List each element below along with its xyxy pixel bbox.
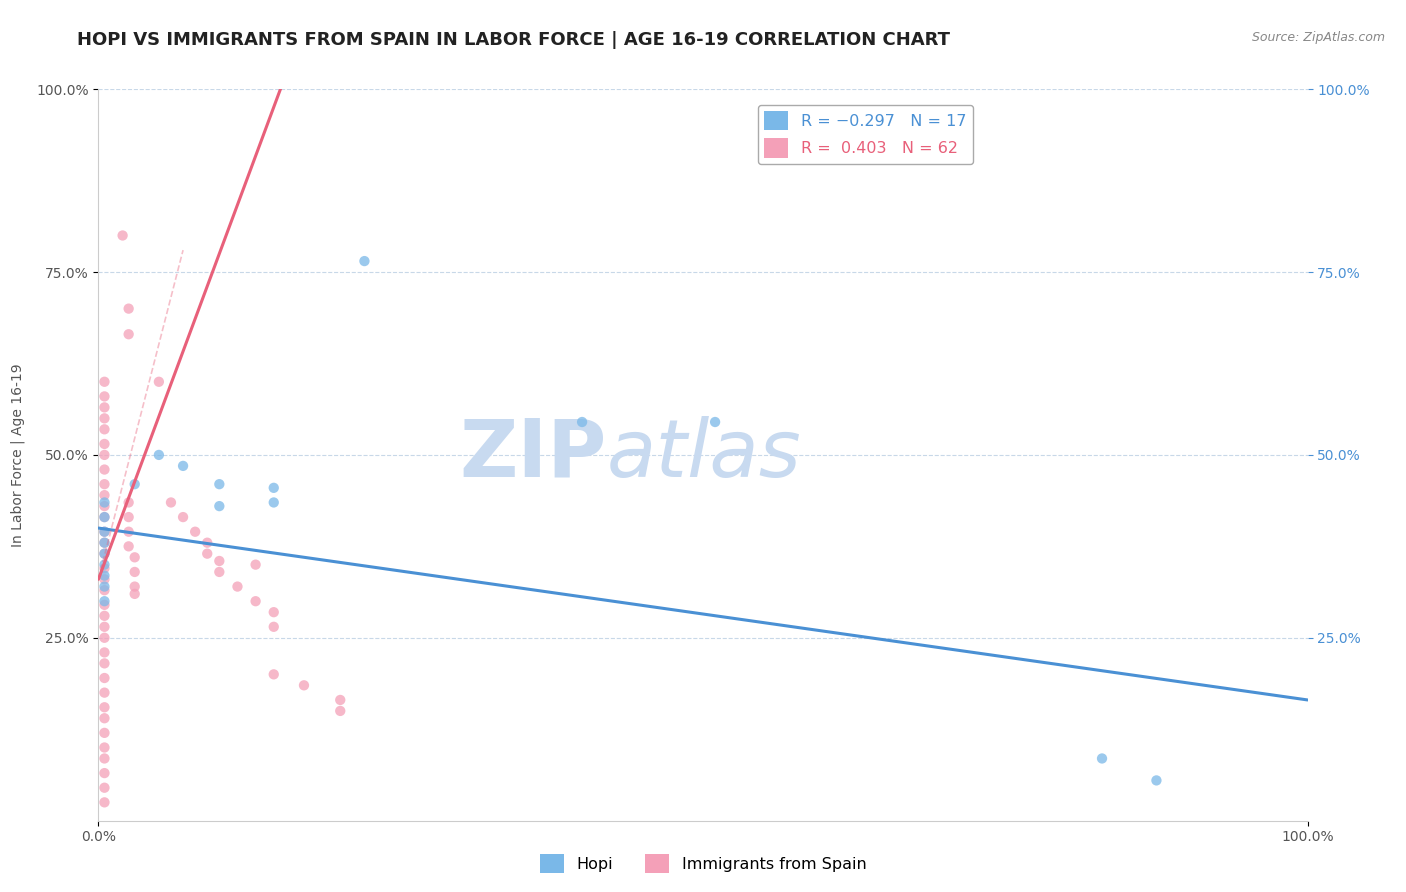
- Point: [93, 620, 115, 634]
- Point: [93, 726, 115, 740]
- Point: [148, 375, 170, 389]
- Point: [93, 740, 115, 755]
- Point: [93, 711, 115, 725]
- Point: [329, 693, 352, 707]
- Point: [263, 667, 285, 681]
- Point: [93, 583, 115, 598]
- Point: [93, 598, 115, 612]
- Point: [1146, 773, 1168, 788]
- Point: [93, 766, 115, 780]
- Point: [93, 510, 115, 524]
- Point: [93, 375, 115, 389]
- Point: [111, 228, 134, 243]
- Point: [571, 415, 593, 429]
- Text: HOPI VS IMMIGRANTS FROM SPAIN IN LABOR FORCE | AGE 16-19 CORRELATION CHART: HOPI VS IMMIGRANTS FROM SPAIN IN LABOR F…: [77, 31, 950, 49]
- Point: [93, 631, 115, 645]
- Point: [93, 462, 115, 476]
- Point: [93, 671, 115, 685]
- Point: [124, 477, 146, 491]
- Point: [195, 535, 218, 549]
- Point: [292, 678, 315, 692]
- Point: [93, 499, 115, 513]
- Point: [353, 254, 375, 268]
- Point: [124, 550, 146, 565]
- Point: [93, 780, 115, 795]
- Point: [172, 510, 194, 524]
- Legend: R = −0.297   N = 17, R =  0.403   N = 62: R = −0.297 N = 17, R = 0.403 N = 62: [758, 104, 973, 164]
- Point: [93, 657, 115, 671]
- Text: Source: ZipAtlas.com: Source: ZipAtlas.com: [1251, 31, 1385, 45]
- Point: [93, 437, 115, 451]
- Point: [118, 510, 141, 524]
- Text: atlas: atlas: [606, 416, 801, 494]
- Point: [263, 495, 285, 509]
- Point: [118, 495, 141, 509]
- Point: [245, 594, 267, 608]
- Point: [118, 539, 141, 553]
- Point: [195, 547, 218, 561]
- Text: ZIP: ZIP: [458, 416, 606, 494]
- Point: [208, 499, 231, 513]
- Point: [263, 605, 285, 619]
- Point: [93, 608, 115, 623]
- Point: [93, 686, 115, 700]
- Point: [93, 558, 115, 572]
- Point: [124, 580, 146, 594]
- Y-axis label: In Labor Force | Age 16-19: In Labor Force | Age 16-19: [10, 363, 25, 547]
- Point: [226, 580, 249, 594]
- Point: [208, 565, 231, 579]
- Point: [184, 524, 207, 539]
- Point: [148, 448, 170, 462]
- Point: [263, 620, 285, 634]
- Point: [93, 547, 115, 561]
- Point: [93, 524, 115, 539]
- Point: [263, 481, 285, 495]
- Point: [93, 495, 115, 509]
- Point: [93, 796, 115, 810]
- Point: [124, 565, 146, 579]
- Point: [118, 327, 141, 342]
- Point: [93, 448, 115, 462]
- Point: [93, 389, 115, 403]
- Point: [208, 554, 231, 568]
- Point: [93, 645, 115, 659]
- Point: [704, 415, 727, 429]
- Point: [93, 547, 115, 561]
- Point: [93, 411, 115, 425]
- Point: [93, 477, 115, 491]
- Point: [93, 510, 115, 524]
- Legend: Hopi, Immigrants from Spain: Hopi, Immigrants from Spain: [533, 847, 873, 880]
- Point: [93, 422, 115, 436]
- Point: [93, 535, 115, 549]
- Point: [208, 477, 231, 491]
- Point: [93, 751, 115, 765]
- Point: [93, 401, 115, 415]
- Point: [118, 524, 141, 539]
- Point: [1091, 751, 1114, 765]
- Point: [93, 580, 115, 594]
- Point: [93, 488, 115, 502]
- Point: [93, 568, 115, 582]
- Point: [172, 458, 194, 473]
- Point: [118, 301, 141, 316]
- Point: [93, 572, 115, 586]
- Point: [124, 587, 146, 601]
- Point: [245, 558, 267, 572]
- Point: [329, 704, 352, 718]
- Point: [93, 594, 115, 608]
- Point: [93, 535, 115, 549]
- Point: [93, 700, 115, 714]
- Point: [93, 524, 115, 539]
- Point: [93, 561, 115, 575]
- Point: [160, 495, 183, 509]
